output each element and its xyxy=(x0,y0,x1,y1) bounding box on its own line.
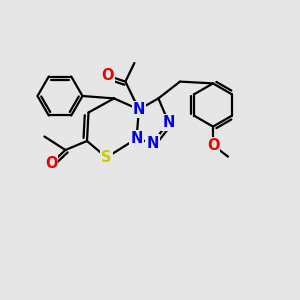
Text: O: O xyxy=(101,68,114,83)
Text: O: O xyxy=(45,156,57,171)
Text: N: N xyxy=(130,131,143,146)
Text: N: N xyxy=(162,115,175,130)
Text: S: S xyxy=(101,150,112,165)
Text: N: N xyxy=(146,136,159,151)
Text: O: O xyxy=(207,138,219,153)
Text: N: N xyxy=(133,102,145,117)
